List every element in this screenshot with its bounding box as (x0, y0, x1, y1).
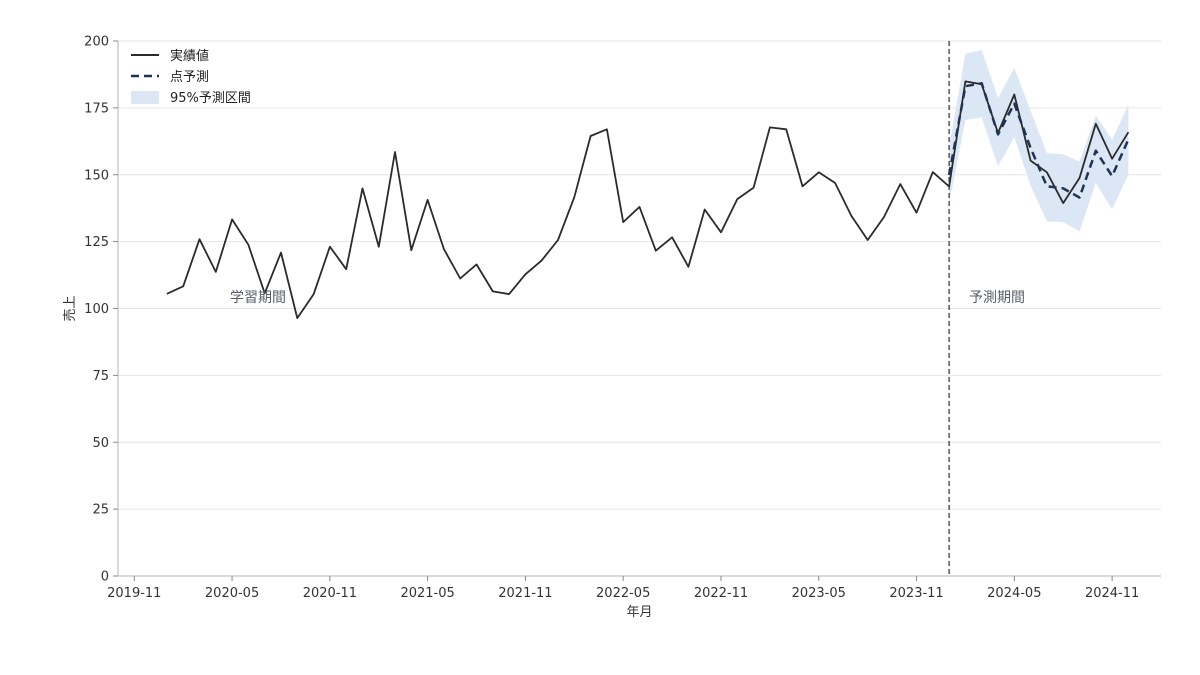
series-lines (166, 80, 1130, 320)
x-tick-label: 2019-11 (107, 586, 161, 601)
y-tick-label: 25 (92, 503, 109, 518)
y-tick-label: 75 (92, 369, 109, 384)
x-ticks: 2019-11 2020-05 2020-11 2021-05 2021-11 2022-… (107, 576, 1139, 601)
y-tick-label: 0 (101, 570, 109, 585)
forecast-period-label: 予測期間 (969, 290, 1025, 306)
y-ticks: 0 25 50 75 100 125 150 175 200 (84, 35, 118, 585)
prediction-interval-band (949, 50, 1129, 232)
x-tick-label: 2022-05 (596, 586, 650, 601)
prediction-interval-band-layer (949, 50, 1129, 232)
training-period-label: 学習期間 (230, 290, 286, 306)
y-tick-label: 50 (92, 436, 109, 451)
x-tick-label: 2020-11 (303, 586, 357, 601)
y-tick-label: 175 (84, 101, 109, 116)
x-axis-title: 年月 (626, 605, 652, 620)
y-tick-label: 200 (84, 35, 109, 50)
y-tick-label: 125 (84, 235, 109, 250)
x-tick-label: 2021-05 (400, 586, 454, 601)
legend-actual-label: 実績値 (170, 48, 209, 64)
y-axis-title: 売上 (62, 295, 78, 321)
x-tick-label: 2021-11 (498, 586, 552, 601)
forecast-series-line (947, 82, 1130, 199)
x-tick-label: 2023-11 (889, 586, 943, 601)
x-tick-label: 2023-05 (792, 586, 846, 601)
x-tick-label: 2022-11 (694, 586, 748, 601)
x-tick-label: 2020-05 (205, 586, 259, 601)
y-tick-label: 100 (84, 302, 109, 317)
gridlines (118, 40, 1161, 510)
x-tick-label: 2024-05 (987, 586, 1041, 601)
legend-interval-swatch (131, 91, 159, 104)
y-tick-label: 150 (84, 168, 109, 183)
actual-series-line (166, 80, 1130, 320)
legend-interval-label: 95%予測区間 (170, 91, 251, 106)
x-tick-label: 2024-11 (1085, 586, 1139, 601)
legend: 実績値 点予測 95%予測区間 (131, 48, 251, 106)
legend-forecast-label: 点予測 (170, 70, 209, 85)
